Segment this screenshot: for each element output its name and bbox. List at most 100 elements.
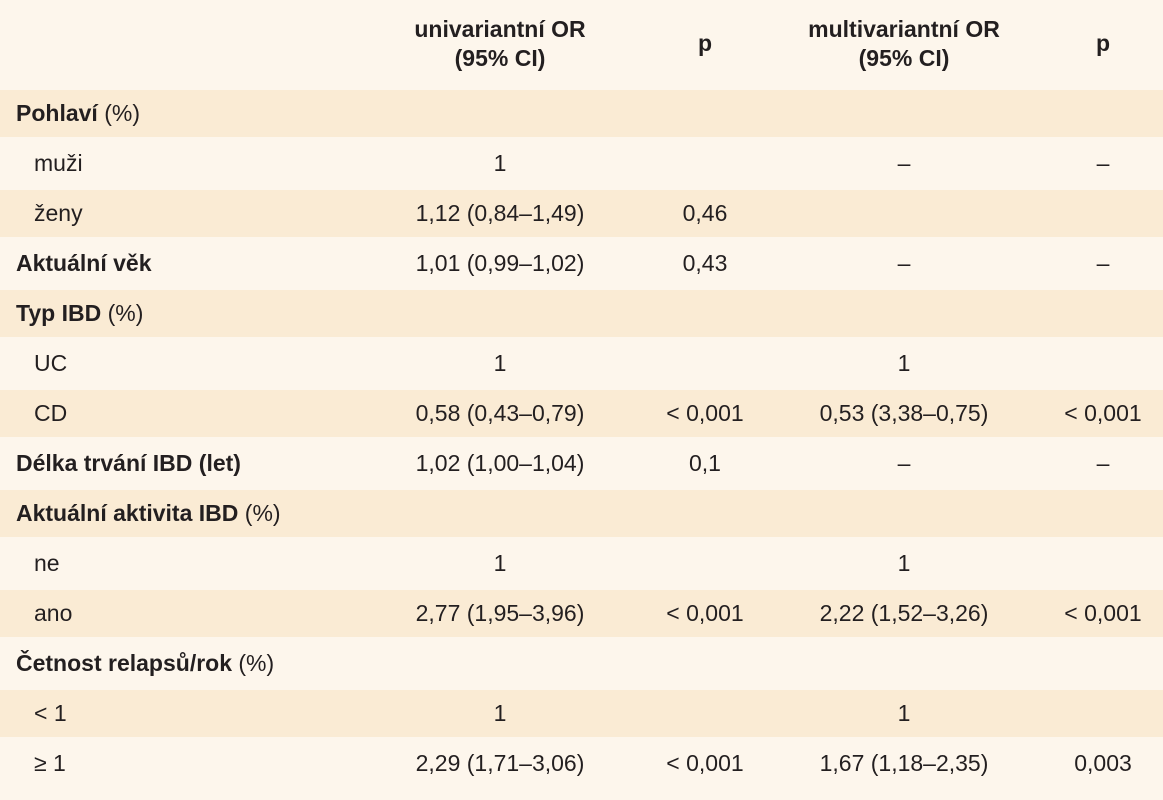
multivariate-or-cell: – xyxy=(765,240,1043,287)
multivariate-p-cell xyxy=(1043,540,1163,587)
univariate-or-cell: 1,12 (0,84–1,49) xyxy=(355,190,645,237)
header-multivariate-or-line1: multivariantní OR xyxy=(808,15,1000,42)
multivariate-or-cell: 1 xyxy=(765,540,1043,587)
multivariate-p-cell xyxy=(1043,90,1163,137)
univariate-p-cell: 0,43 xyxy=(645,240,765,287)
row-label: ≥ 1 xyxy=(0,740,355,787)
row-label-unit: (%) xyxy=(238,500,281,526)
table-body: Pohlaví (%) muži 1– – ženy 1,12 (0,84–1,49) 0,… xyxy=(0,90,1163,787)
table-row: UC 1 1 xyxy=(0,340,1163,387)
univariate-p-cell xyxy=(645,340,765,387)
univariate-or-cell xyxy=(355,490,645,537)
univariate-or-cell: 1,02 (1,00–1,04) xyxy=(355,440,645,487)
table-row: ženy 1,12 (0,84–1,49) 0,46 xyxy=(0,190,1163,237)
row-label: Aktuální aktivita IBD (%) xyxy=(0,490,355,537)
multivariate-p-cell: 0,003 xyxy=(1043,740,1163,787)
multivariate-or-cell xyxy=(765,290,1043,337)
row-label: ženy xyxy=(0,190,355,237)
univariate-p-cell xyxy=(645,690,765,737)
univariate-or-cell: 2,29 (1,71–3,06) xyxy=(355,740,645,787)
header-univariate-or: univariantní OR (95% CI) xyxy=(355,0,645,87)
univariate-or-cell: 1 xyxy=(355,690,645,737)
row-label: muži xyxy=(0,140,355,187)
header-multivariate-or: multivariantní OR (95% CI) xyxy=(765,0,1043,87)
multivariate-p-cell: – xyxy=(1043,240,1163,287)
univariate-p-cell xyxy=(645,140,765,187)
univariate-or-cell xyxy=(355,640,645,687)
header-univariate-or-line1: univariantní OR xyxy=(414,15,586,42)
multivariate-or-cell: 1 xyxy=(765,690,1043,737)
table-row: muži 1 – – xyxy=(0,140,1163,187)
univariate-or-cell: 1 xyxy=(355,340,645,387)
row-label-unit: (%) xyxy=(232,650,275,676)
row-label-main: Aktuální věk xyxy=(16,250,152,276)
univariate-p-cell: < 0,001 xyxy=(645,590,765,637)
multivariate-or-cell: – xyxy=(765,440,1043,487)
multivariate-or-cell xyxy=(765,190,1043,237)
univariate-or-cell xyxy=(355,290,645,337)
table-row: Typ IBD (%) xyxy=(0,290,1163,337)
row-label: CD xyxy=(0,390,355,437)
univariate-or-cell: 1 xyxy=(355,140,645,187)
row-label: UC xyxy=(0,340,355,387)
row-label: Délka trvání IBD (let) xyxy=(0,440,355,487)
header-row: univariantní OR (95% CI) p multivariantn… xyxy=(0,0,1163,87)
univariate-p-cell: < 0,001 xyxy=(645,740,765,787)
multivariate-p-cell xyxy=(1043,290,1163,337)
row-label-main: Aktuální aktivita IBD xyxy=(16,500,239,526)
multivariate-p-cell xyxy=(1043,640,1163,687)
univariate-or-cell xyxy=(355,90,645,137)
row-label: Pohlaví (%) xyxy=(0,90,355,137)
row-label: Četnost relapsů/rok (%) xyxy=(0,640,355,687)
univariate-p-cell: 0,46 xyxy=(645,190,765,237)
univariate-or-cell: 1,01 (0,99–1,02) xyxy=(355,240,645,287)
multivariate-or-cell xyxy=(765,640,1043,687)
univariate-or-cell: 1 xyxy=(355,540,645,587)
table-row: Četnost relapsů/rok (%) xyxy=(0,640,1163,687)
header-multivariate-or-line2: (95% CI) xyxy=(858,44,950,71)
row-label-unit: (%) xyxy=(97,100,140,126)
table-row: ano 2,77 (1,95–3,96) < 0,001 2,22 (1,52–3,2… xyxy=(0,590,1163,637)
univariate-p-cell xyxy=(645,640,765,687)
table-row: Délka trvání IBD (let) 1,02 (1,00–1,04) 0,… xyxy=(0,440,1163,487)
multivariate-p-cell xyxy=(1043,190,1163,237)
multivariate-or-cell: 0,53 (3,38–0,75) xyxy=(765,390,1043,437)
multivariate-p-cell: < 0,001 xyxy=(1043,390,1163,437)
multivariate-p-cell: < 0,001 xyxy=(1043,590,1163,637)
row-label-unit: (%) xyxy=(101,300,144,326)
univariate-or-cell: 2,77 (1,95–3,96) xyxy=(355,590,645,637)
header-univariate-or-line2: (95% CI) xyxy=(454,44,546,71)
row-label: ano xyxy=(0,590,355,637)
multivariate-or-cell: 1,67 (1,18–2,35) xyxy=(765,740,1043,787)
multivariate-p-cell: – xyxy=(1043,440,1163,487)
table-row: Aktuální aktivita IBD (%) xyxy=(0,490,1163,537)
multivariate-or-cell: 1 xyxy=(765,340,1043,387)
row-label-main: Typ IBD xyxy=(16,300,102,326)
multivariate-p-cell: – xyxy=(1043,140,1163,187)
header-multivariate-p: p xyxy=(1043,0,1163,87)
univariate-or-cell: 0,58 (0,43–0,79) xyxy=(355,390,645,437)
row-label: < 1 xyxy=(0,690,355,737)
row-label: Aktuální věk xyxy=(0,240,355,287)
multivariate-p-cell xyxy=(1043,340,1163,387)
multivariate-or-cell: – xyxy=(765,140,1043,187)
univariate-p-cell xyxy=(645,290,765,337)
table-row: ne 1 1 xyxy=(0,540,1163,587)
multivariate-p-cell xyxy=(1043,490,1163,537)
univariate-p-cell xyxy=(645,90,765,137)
multivariate-or-cell xyxy=(765,90,1043,137)
multivariate-p-cell xyxy=(1043,690,1163,737)
row-label: ne xyxy=(0,540,355,587)
table-row: Pohlaví (%) xyxy=(0,90,1163,137)
univariate-p-cell: < 0,001 xyxy=(645,390,765,437)
row-label: Typ IBD (%) xyxy=(0,290,355,337)
row-label-main: Četnost relapsů/rok xyxy=(16,650,232,676)
header-univariate-p: p xyxy=(645,0,765,87)
table-row: ≥ 1 2,29 (1,71–3,06) < 0,001 1,67 (1,18–2,3… xyxy=(0,740,1163,787)
multivariate-or-cell: 2,22 (1,52–3,26) xyxy=(765,590,1043,637)
row-label-main: Délka trvání IBD (let) xyxy=(16,450,241,476)
univariate-p-cell: 0,1 xyxy=(645,440,765,487)
table-row: CD 0,58 (0,43–0,79) < 0,001 0,53 (3,38–0,75… xyxy=(0,390,1163,437)
univariate-p-cell xyxy=(645,490,765,537)
